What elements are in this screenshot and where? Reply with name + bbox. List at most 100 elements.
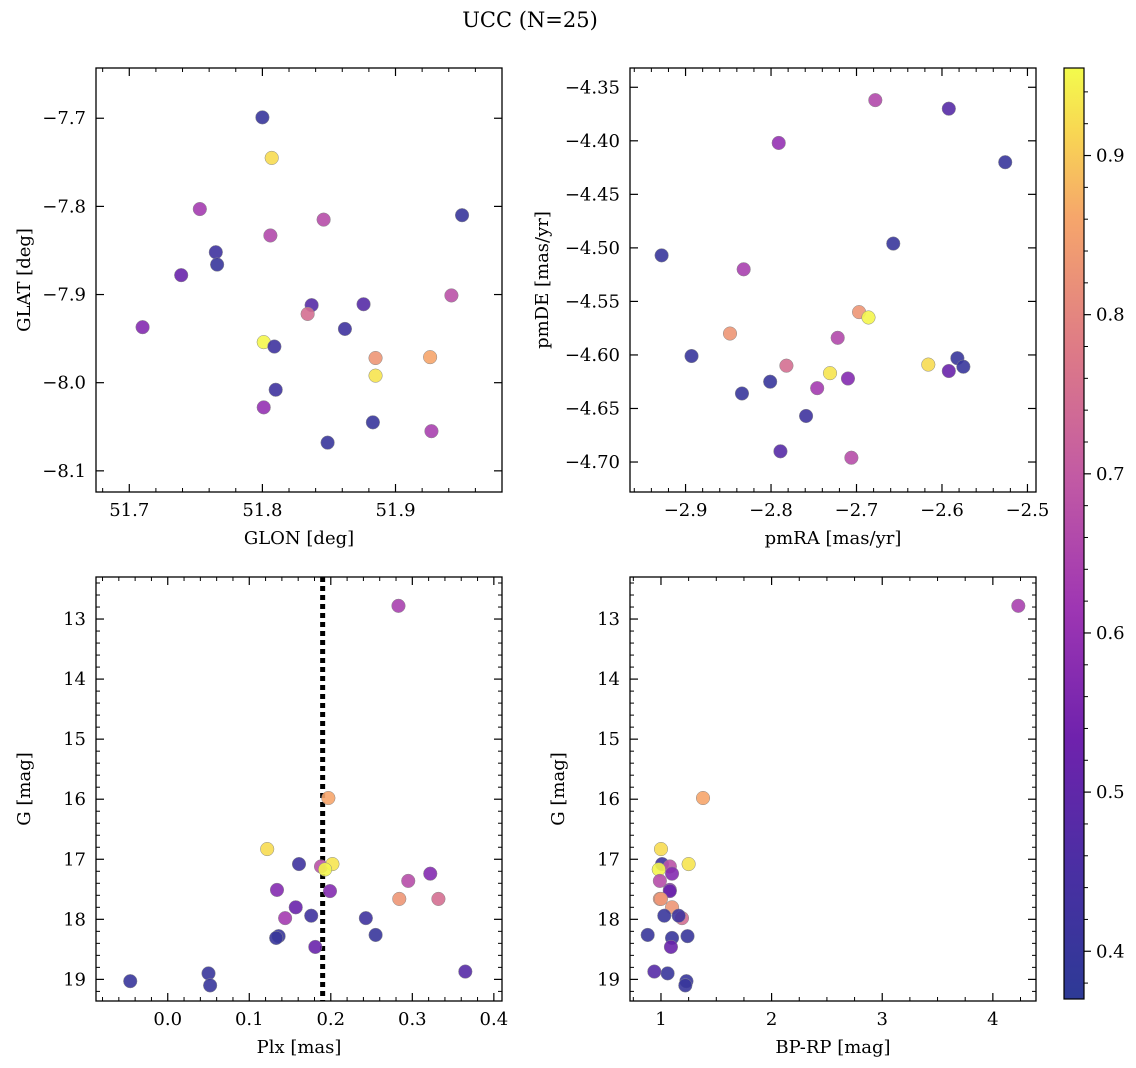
y-tick-label: −7.8	[42, 196, 86, 217]
data-point	[684, 348, 699, 364]
data-point	[652, 873, 667, 888]
y-tick-label: −4.50	[565, 238, 620, 259]
data-point	[722, 326, 738, 341]
x-tick-label: −2.9	[664, 500, 708, 521]
data-point	[392, 891, 407, 906]
x-tick-label: 51.9	[375, 500, 415, 521]
data-point	[365, 415, 380, 430]
x-tick-label: 1	[655, 1009, 666, 1030]
x-axis-label: BP-RP [mag]	[775, 1037, 890, 1058]
data-point	[647, 964, 662, 979]
data-point	[773, 444, 788, 459]
data-point	[267, 339, 282, 354]
data-point	[998, 155, 1013, 170]
data-point	[269, 930, 284, 945]
data-point	[664, 866, 680, 881]
data-point	[886, 236, 901, 251]
data-point	[941, 101, 956, 116]
data-point	[921, 357, 936, 372]
data-point	[431, 891, 446, 906]
data-point	[135, 320, 150, 335]
x-tick-label: 3	[877, 1009, 888, 1030]
data-point	[256, 400, 271, 415]
colorbar-tick-label: 0.4	[1096, 941, 1125, 962]
data-point	[304, 908, 319, 923]
y-tick-label: −7.7	[42, 108, 86, 129]
data-point	[640, 927, 655, 942]
data-point	[263, 228, 278, 243]
data-point	[368, 927, 383, 942]
data-point	[356, 297, 371, 312]
data-point	[288, 900, 303, 915]
x-tick-label: −2.8	[749, 500, 793, 521]
data-point	[660, 966, 675, 981]
y-tick-label: 19	[597, 969, 620, 990]
y-tick-label: 18	[63, 909, 86, 930]
panel-glon-glat: 51.7 51.8 51.9 −7.7 −7.8 −7.9 −8.0 −8.1 GLON [de…	[14, 67, 503, 549]
y-tick-label: 15	[597, 729, 620, 750]
data-point	[657, 908, 672, 923]
data-point	[830, 330, 845, 345]
data-point	[663, 939, 678, 954]
data-point	[321, 790, 336, 806]
y-tick-label: −8.0	[42, 373, 86, 394]
data-point	[810, 381, 825, 396]
scatter-points	[640, 598, 1026, 993]
data-point	[300, 306, 315, 321]
data-point	[423, 350, 438, 365]
data-point	[799, 408, 814, 424]
scatter-points	[123, 598, 473, 993]
x-tick-label: −2.7	[835, 500, 879, 521]
colorbar: 0.4 0.5 0.6 0.7 0.8 0.9	[1063, 67, 1125, 1000]
data-point	[861, 310, 876, 325]
x-tick-label: 0.4	[480, 1009, 509, 1030]
y-axis-label: pmDE [mas/yr]	[532, 211, 553, 349]
y-tick-label: −4.70	[565, 452, 620, 473]
data-point	[695, 790, 711, 806]
x-tick-label: −2.6	[920, 500, 964, 521]
scatter-points	[135, 110, 470, 450]
data-point	[844, 450, 859, 465]
y-tick-label: 17	[63, 849, 86, 870]
y-tick-label: −4.45	[565, 184, 620, 205]
ticks	[630, 68, 1036, 492]
data-point	[260, 842, 275, 857]
y-axis-label: G [mag]	[548, 752, 569, 825]
data-point	[653, 891, 669, 906]
data-point	[771, 135, 786, 150]
data-point	[654, 248, 669, 263]
data-point	[318, 862, 333, 877]
data-point	[308, 939, 323, 954]
data-point	[208, 245, 223, 260]
x-axis-label: pmRA [mas/yr]	[765, 528, 902, 549]
data-point	[653, 842, 669, 857]
y-tick-label: −7.9	[42, 285, 86, 306]
data-point	[822, 366, 838, 381]
colorbar-tick-label: 0.7	[1096, 464, 1125, 485]
x-tick-label: −2.5	[1006, 500, 1050, 521]
y-tick-label: 17	[597, 849, 620, 870]
y-tick-label: −8.1	[42, 461, 86, 482]
data-point	[678, 978, 693, 993]
y-tick-label: −4.60	[565, 345, 620, 366]
plot-frame	[629, 67, 1037, 493]
y-axis-label: GLAT [deg]	[14, 228, 35, 332]
data-point	[763, 374, 778, 389]
data-point	[1011, 598, 1026, 613]
data-point	[358, 911, 373, 926]
x-axis-label: Plx [mas]	[257, 1037, 342, 1058]
x-tick-label: 4	[987, 1009, 998, 1030]
data-point	[368, 368, 383, 383]
data-point	[391, 598, 406, 613]
data-point	[680, 929, 695, 944]
x-tick-label: 51.7	[109, 500, 149, 521]
data-point	[278, 911, 293, 926]
data-point	[192, 201, 207, 217]
data-point	[779, 358, 794, 373]
colorbar-tick-label: 0.5	[1096, 782, 1125, 803]
panel-plx-g: 0.0 0.1 0.2 0.3 0.4 13 14 15 16 17 18 19 Plx [mas] G …	[14, 576, 509, 1058]
data-point	[840, 371, 856, 386]
data-point	[269, 882, 285, 897]
y-tick-label: 16	[63, 789, 86, 810]
